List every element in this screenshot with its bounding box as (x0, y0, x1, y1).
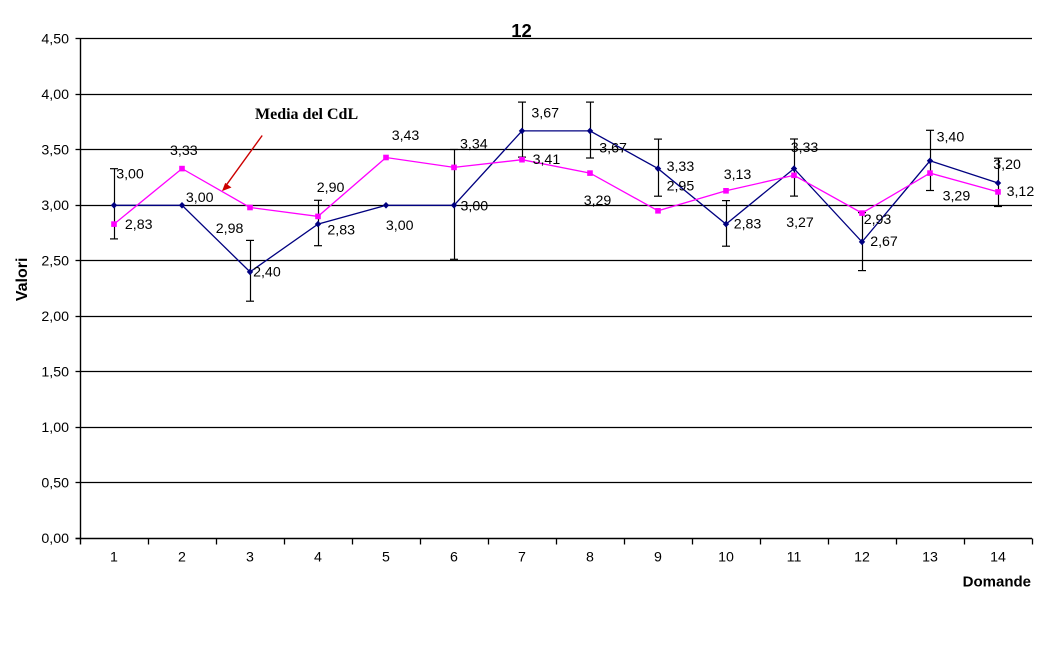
svg-text:2,83: 2,83 (125, 217, 153, 233)
svg-text:3,40: 3,40 (937, 130, 965, 146)
svg-text:2,98: 2,98 (216, 221, 244, 237)
svg-text:2,90: 2,90 (317, 180, 345, 196)
svg-text:3,00: 3,00 (41, 198, 69, 214)
svg-text:4,00: 4,00 (41, 87, 69, 103)
svg-text:5: 5 (382, 550, 390, 566)
svg-text:3,00: 3,00 (116, 166, 144, 182)
svg-text:2: 2 (178, 550, 186, 566)
svg-text:0,50: 0,50 (41, 476, 69, 492)
svg-text:14: 14 (990, 550, 1006, 566)
svg-text:2,67: 2,67 (870, 234, 898, 250)
svg-text:Media del CdL: Media del CdL (255, 106, 358, 123)
svg-text:3,20: 3,20 (993, 157, 1021, 173)
svg-text:3,41: 3,41 (533, 152, 561, 168)
svg-text:1,00: 1,00 (41, 420, 69, 436)
svg-text:Valori: Valori (14, 258, 31, 302)
svg-text:10: 10 (718, 550, 734, 566)
svg-text:2,00: 2,00 (41, 309, 69, 325)
svg-text:3,33: 3,33 (667, 159, 695, 175)
svg-text:3: 3 (246, 550, 254, 566)
svg-text:11: 11 (787, 550, 802, 566)
svg-text:1: 1 (110, 550, 118, 566)
svg-text:4: 4 (314, 550, 322, 566)
svg-text:0,00: 0,00 (41, 531, 69, 547)
svg-text:3,43: 3,43 (392, 128, 420, 144)
svg-text:3,67: 3,67 (531, 105, 559, 121)
svg-text:9: 9 (654, 550, 662, 566)
svg-text:3,50: 3,50 (41, 142, 69, 158)
svg-text:3,00: 3,00 (386, 218, 414, 234)
svg-text:3,67: 3,67 (599, 141, 627, 157)
svg-text:4,50: 4,50 (41, 31, 69, 47)
svg-text:3,00: 3,00 (186, 190, 214, 206)
svg-text:12: 12 (854, 550, 870, 566)
svg-text:2,83: 2,83 (734, 217, 762, 233)
svg-text:1,50: 1,50 (41, 365, 69, 381)
svg-text:2,40: 2,40 (253, 264, 281, 280)
svg-text:3,12: 3,12 (1007, 184, 1035, 200)
svg-text:2,93: 2,93 (864, 212, 892, 228)
svg-text:6: 6 (450, 550, 458, 566)
svg-text:Domande: Domande (963, 573, 1031, 590)
svg-text:3,13: 3,13 (724, 167, 752, 183)
svg-text:2,95: 2,95 (667, 178, 695, 194)
svg-text:2,83: 2,83 (327, 222, 355, 238)
svg-text:3,27: 3,27 (786, 215, 814, 231)
svg-text:3,29: 3,29 (584, 193, 612, 209)
svg-text:2,50: 2,50 (41, 254, 69, 270)
svg-text:3,00: 3,00 (461, 198, 489, 214)
svg-text:8: 8 (586, 550, 594, 566)
svg-text:3,33: 3,33 (170, 143, 198, 159)
svg-text:3,34: 3,34 (460, 137, 488, 153)
svg-text:7: 7 (518, 550, 526, 566)
svg-text:13: 13 (922, 550, 938, 566)
svg-text:3,29: 3,29 (943, 188, 971, 204)
svg-text:12: 12 (511, 20, 532, 41)
svg-text:3,33: 3,33 (791, 140, 819, 156)
